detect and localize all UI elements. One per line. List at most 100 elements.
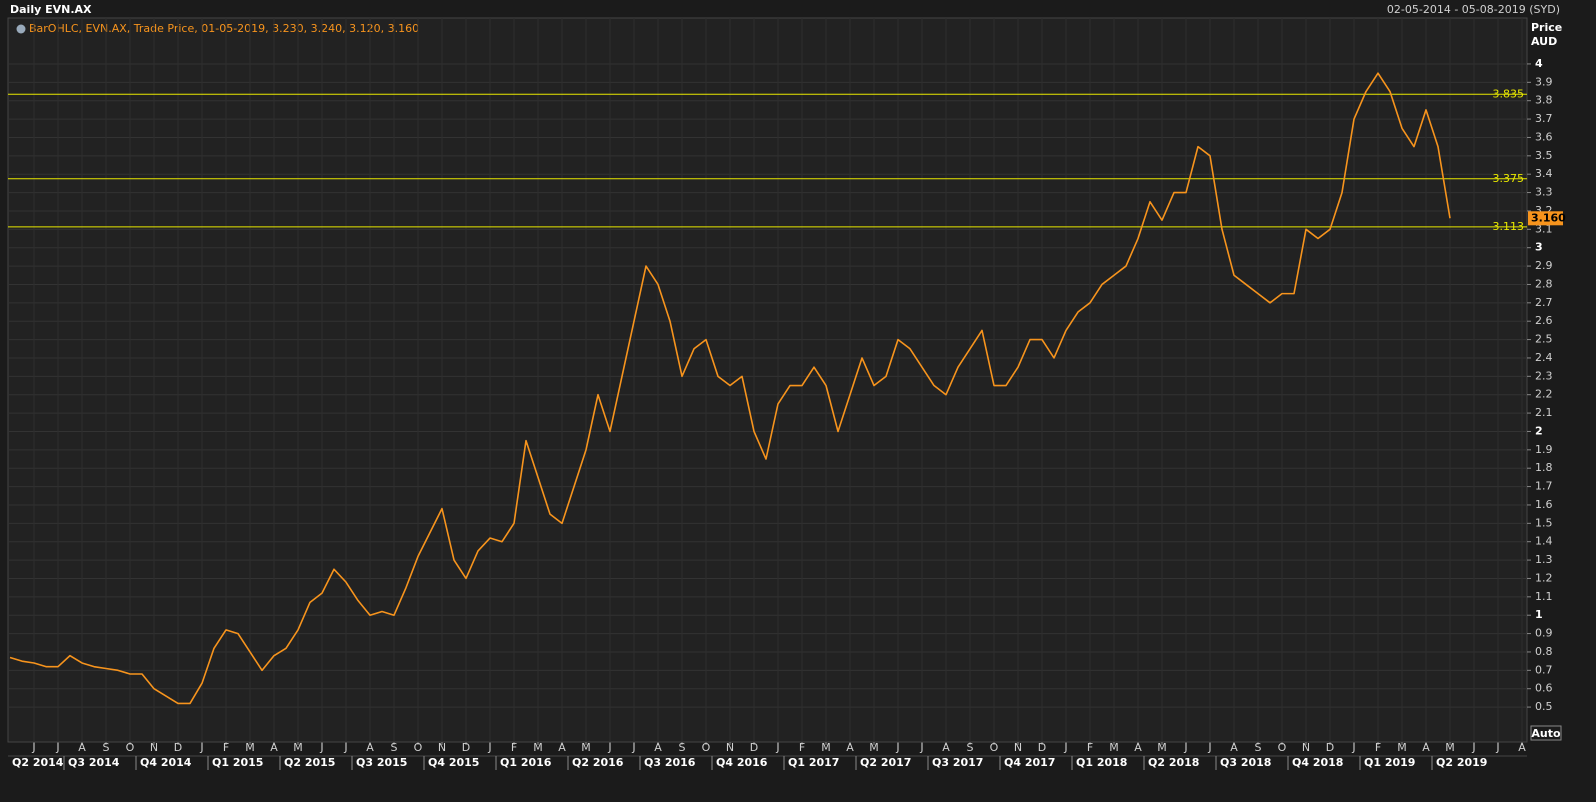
x-tick-label: M	[245, 741, 255, 754]
y-tick-label: 2.1	[1535, 406, 1553, 419]
x-tick-label: J	[1063, 741, 1067, 754]
x-tick-label: S	[679, 741, 686, 754]
x-tick-label: A	[558, 741, 566, 754]
x-tick-label: A	[1230, 741, 1238, 754]
x-tick-label: M	[821, 741, 831, 754]
price-line	[9, 72, 1451, 705]
y-tick-label: 2.9	[1535, 259, 1553, 272]
x-tick-label: S	[103, 741, 110, 754]
y-tick-label: 0.5	[1535, 700, 1553, 713]
quarter-label: Q2 2018	[1148, 756, 1199, 769]
quarter-label: Q3 2016	[644, 756, 696, 769]
y-tick-label: 0.9	[1535, 627, 1553, 640]
y-tick-label: 3	[1535, 241, 1543, 254]
y-tick-label: 4	[1535, 57, 1543, 70]
y-tick-label: 3.9	[1535, 75, 1553, 88]
x-tick-label: S	[391, 741, 398, 754]
x-tick-label: A	[846, 741, 854, 754]
y-tick-label: 1.1	[1535, 590, 1553, 603]
auto-button[interactable]	[1530, 725, 1562, 741]
y-tick-label: 1.5	[1535, 516, 1553, 529]
quarter-label: Q3 2017	[932, 756, 983, 769]
x-tick-label: F	[799, 741, 805, 754]
x-tick-label: A	[942, 741, 950, 754]
y-tick-label: 2.8	[1535, 277, 1553, 290]
x-tick-label: F	[1087, 741, 1093, 754]
last-price-label: 3.160	[1531, 211, 1566, 224]
quarter-label: Q1 2017	[788, 756, 839, 769]
y-tick-label: 3.5	[1535, 149, 1553, 162]
quarter-label: Q4 2016	[716, 756, 768, 769]
y-axis-label: Price	[1531, 21, 1562, 34]
x-tick-label: J	[1207, 741, 1211, 754]
x-tick-label: A	[1134, 741, 1142, 754]
reference-line-label: 3.113	[1493, 220, 1525, 233]
date-range: 02-05-2014 - 05-08-2019 (SYD)	[1387, 3, 1560, 16]
last-price-box	[1528, 211, 1563, 226]
quarter-label: Q4 2014	[140, 756, 192, 769]
legend-text[interactable]: BarOHLC, EVN.AX, Trade Price, 01-05-2019…	[29, 22, 419, 35]
x-tick-label: D	[462, 741, 470, 754]
x-tick-label: J	[775, 741, 779, 754]
quarter-label: Q4 2017	[1004, 756, 1055, 769]
auto-button-label[interactable]: Auto	[1531, 727, 1561, 740]
x-tick-label: D	[1038, 741, 1046, 754]
y-tick-label: 1.8	[1535, 461, 1553, 474]
x-tick-label: N	[150, 741, 158, 754]
quarter-label: Q1 2018	[1076, 756, 1127, 769]
y-tick-label: 3.7	[1535, 112, 1553, 125]
x-tick-label: J	[1351, 741, 1355, 754]
x-tick-label: J	[1183, 741, 1187, 754]
x-tick-label: J	[55, 741, 59, 754]
quarter-label: Q1 2015	[212, 756, 263, 769]
x-tick-label: J	[1495, 741, 1499, 754]
x-tick-label: M	[869, 741, 879, 754]
legend-icon[interactable]	[16, 24, 26, 34]
y-tick-label: 2.2	[1535, 388, 1553, 401]
x-tick-label: N	[726, 741, 734, 754]
x-tick-label: A	[78, 741, 86, 754]
quarter-label: Q4 2018	[1292, 756, 1343, 769]
y-tick-label: 2	[1535, 424, 1543, 437]
x-tick-label: O	[990, 741, 999, 754]
y-tick-label: 2.6	[1535, 314, 1553, 327]
y-tick-label: 2.5	[1535, 333, 1553, 346]
x-tick-label: O	[702, 741, 711, 754]
x-tick-label: A	[1422, 741, 1430, 754]
x-tick-label: M	[1397, 741, 1407, 754]
x-tick-label: A	[270, 741, 278, 754]
x-tick-label: J	[607, 741, 611, 754]
reference-line-label: 3.375	[1493, 172, 1525, 185]
y-tick-label: 3.8	[1535, 94, 1553, 107]
plot-area	[7, 17, 1528, 743]
x-tick-label: J	[199, 741, 203, 754]
y-tick-label: 1.9	[1535, 443, 1553, 456]
x-tick-label: A	[1518, 741, 1526, 754]
x-tick-label: F	[511, 741, 517, 754]
x-tick-label: N	[1014, 741, 1022, 754]
quarter-label: Q3 2018	[1220, 756, 1271, 769]
x-tick-label: D	[1326, 741, 1334, 754]
y-tick-label: 3.1	[1535, 222, 1553, 235]
x-tick-label: M	[1109, 741, 1119, 754]
x-tick-label: D	[750, 741, 758, 754]
y-tick-label: 2.7	[1535, 296, 1553, 309]
quarter-label: Q1 2019	[1364, 756, 1415, 769]
y-tick-label: 2.4	[1535, 351, 1553, 364]
x-tick-label: O	[1278, 741, 1287, 754]
y-tick-label: 1.7	[1535, 480, 1553, 493]
y-tick-label: 1.2	[1535, 571, 1553, 584]
x-tick-label: J	[631, 741, 635, 754]
x-tick-label: J	[487, 741, 491, 754]
y-tick-label: 0.8	[1535, 645, 1553, 658]
x-tick-label: M	[533, 741, 543, 754]
x-tick-label: J	[31, 741, 35, 754]
quarter-label: Q1 2016	[500, 756, 552, 769]
x-tick-label: J	[319, 741, 323, 754]
y-tick-label: 3.3	[1535, 186, 1553, 199]
y-tick-label: 3.6	[1535, 130, 1553, 143]
y-tick-label: 2.3	[1535, 369, 1553, 382]
x-tick-label: O	[414, 741, 423, 754]
